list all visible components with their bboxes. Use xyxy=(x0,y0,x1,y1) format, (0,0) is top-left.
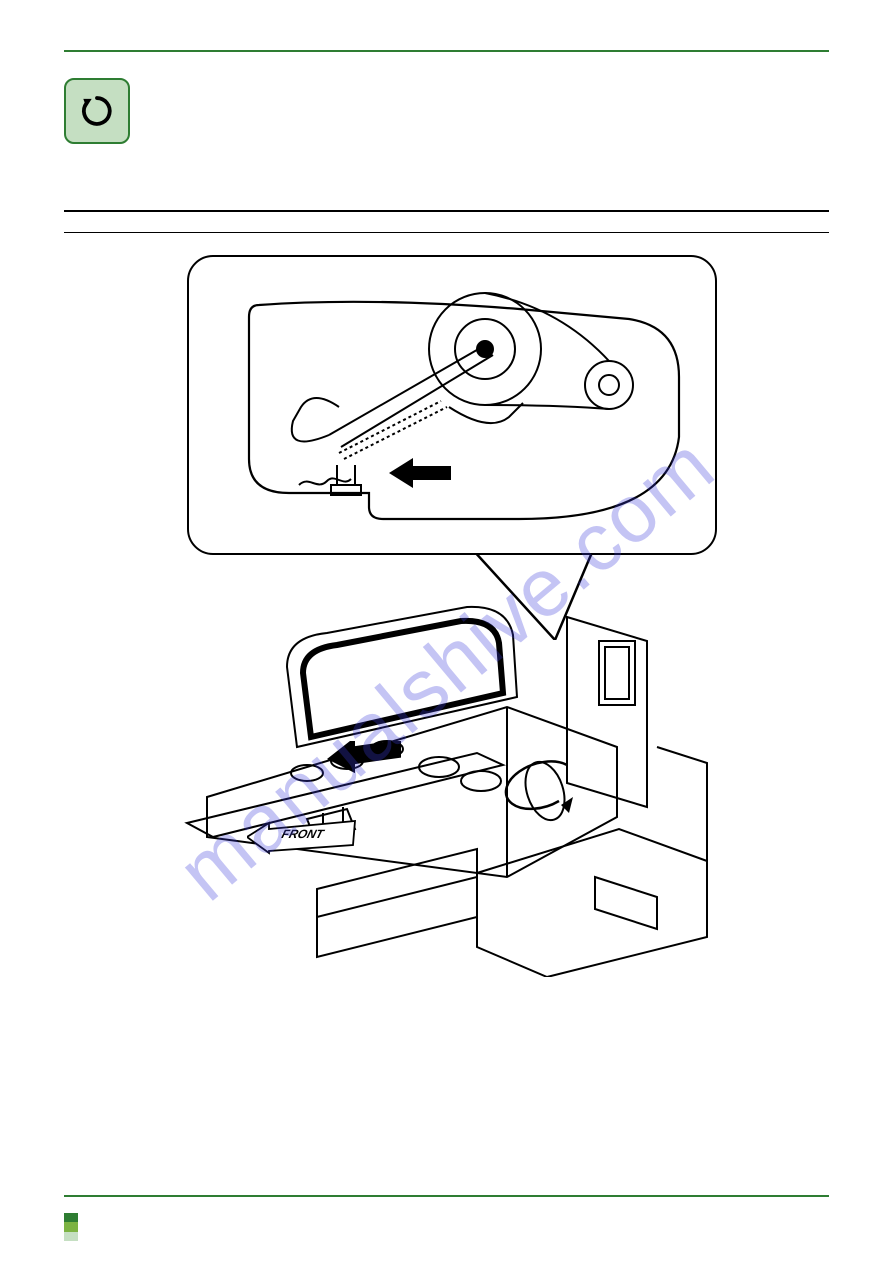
brand-squares-icon xyxy=(64,1213,78,1241)
machine-diagram xyxy=(147,577,747,977)
section-heading xyxy=(64,210,829,233)
brand-mark xyxy=(64,1213,84,1241)
figure: FRONT xyxy=(147,247,747,977)
rule-below-title xyxy=(64,232,829,234)
front-label-text: FRONT xyxy=(280,827,325,841)
eject-arrow-icon xyxy=(327,741,401,777)
action-row xyxy=(64,78,829,144)
callout-pointer xyxy=(473,550,593,640)
bottom-rule xyxy=(64,1195,829,1197)
repeat-icon xyxy=(64,78,130,144)
top-rule xyxy=(64,50,829,52)
section-title xyxy=(64,212,829,232)
figure-inset xyxy=(187,255,717,555)
inset-arrow-icon xyxy=(389,458,451,488)
